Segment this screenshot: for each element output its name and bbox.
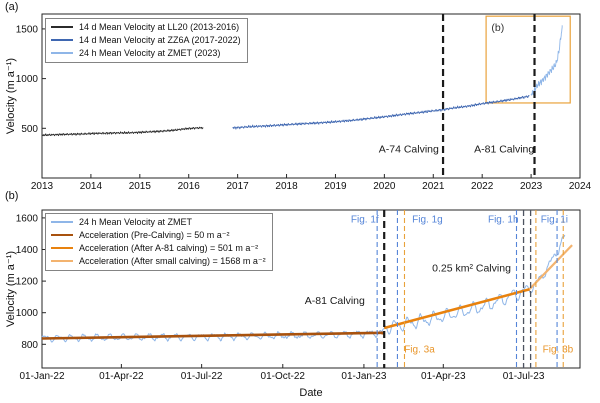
x-tick-label: 2015 [129,181,152,192]
x-tick-label: 2016 [178,181,201,192]
panel-a-y-axis-label: Velocity (m a⁻¹) [5,57,17,135]
panel-b-y-axis-label: Velocity (m a⁻¹) [5,250,17,328]
annotation: A-74 Calving [379,144,439,156]
legend-entry-ll20: 14 d Mean Velocity at LL20 (2013-2016) [51,21,241,33]
y-tick-label: 800 [21,340,38,351]
x-tick-label: 2019 [324,181,347,192]
y-tick-label: 1400 [16,245,39,256]
series-line [383,288,531,330]
panel-a-frame [41,13,581,179]
y-tick-label: 1200 [16,277,39,288]
legend-entry-after-a81-trend: Acceleration (After A-81 calving) = 501 … [51,242,266,254]
precalving-trend-swatch [51,233,73,237]
series-line [528,244,573,290]
legend-label: 14 d Mean Velocity at ZZ6A (2017-2022) [79,35,241,45]
annotation: Fig. 1i [541,214,568,225]
legend-label: 24 h Mean Velocity at ZMET [79,217,193,227]
panel-b-frame [41,209,581,369]
x-tick-label: 2024 [569,181,592,192]
y-tick-label: 500 [21,124,38,135]
legend-label: 24 h Mean Velocity at ZMET (2023) [79,48,221,58]
y-tick-label: 1600 [16,213,39,224]
legend-entry-after-small-calving-trend: Acceleration (After small calving) = 156… [51,255,266,267]
panel-a-legend: 14 d Mean Velocity at LL20 (2013-2016) 1… [45,18,248,63]
x-tick-label: 01-Jul-22 [181,371,223,382]
series-line [41,331,385,340]
series-line [41,126,204,137]
after-small-calving-trend-swatch [51,259,73,263]
after-a81-trend-swatch [51,246,73,250]
zmet-line-swatch [51,221,73,223]
x-tick-label: 2018 [275,181,298,192]
y-tick-label: 1000 [16,74,39,85]
series-line [530,25,563,96]
ll20-line-swatch [51,26,73,28]
x-tick-label: 01-Apr-22 [99,371,144,382]
annotation: Fig. 1h [488,214,519,225]
annotation: A-81 Calving [474,144,534,156]
annotation: A-81 Calving [305,295,365,307]
x-tick-label: 01-Apr-23 [421,371,466,382]
inset-box [485,15,571,104]
annotation: Fig. 1g [412,214,443,225]
annotation: 0.25 km² Calving [432,262,511,274]
legend-entry-zmet-24h: 24 h Mean Velocity at ZMET [51,216,266,228]
legend-entry-zmet: 24 h Mean Velocity at ZMET (2023) [51,47,241,59]
zz6a-line-swatch [51,39,73,41]
annotation: Fig. 3b [543,345,574,356]
x-tick-label: 2020 [373,181,396,192]
panel-a-label: (a) [5,1,19,13]
x-tick-label: 2023 [520,181,543,192]
x-tick-label: 01-Jan-23 [341,371,386,382]
legend-entry-zz6a: 14 d Mean Velocity at ZZ6A (2017-2022) [51,34,241,46]
legend-label: 14 d Mean Velocity at LL20 (2013-2016) [79,22,240,32]
x-tick-label: 2014 [80,181,103,192]
legend-entry-precalving-trend: Acceleration (Pre-Calving) = 50 m a⁻² [51,229,266,241]
panel-b-x-axis-label: Date [299,387,323,399]
x-tick-label: 01-Jul-23 [503,371,545,382]
legend-label: Acceleration (After small calving) = 156… [79,256,266,266]
y-tick-label: 1500 [16,24,39,35]
x-tick-label: 2021 [422,181,445,192]
zmet-line-swatch [51,52,73,54]
y-tick-label: 1000 [16,308,39,319]
legend-label: Acceleration (Pre-Calving) = 50 m a⁻² [79,230,230,240]
series-line [232,95,530,130]
annotation: Fig. 1f [351,214,379,225]
panel-b-legend: 24 h Mean Velocity at ZMET Acceleration … [45,213,273,271]
panel-b-label: (b) [5,190,19,202]
annotation: Fig. 3a [404,345,435,356]
x-tick-label: 2013 [31,181,54,192]
x-tick-label: 01-Oct-22 [261,371,306,382]
x-tick-label: 01-Jan-22 [19,371,64,382]
x-tick-label: 2017 [227,181,250,192]
legend-label: Acceleration (After A-81 calving) = 501 … [79,243,259,253]
x-tick-label: 2022 [471,181,494,192]
annotation: (b) [491,22,504,34]
